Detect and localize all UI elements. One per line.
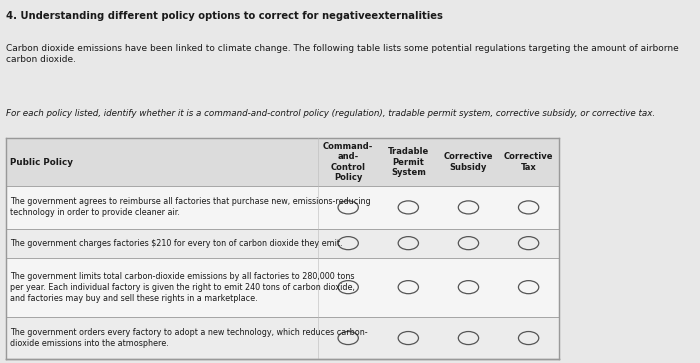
Text: Corrective
Tax: Corrective Tax [504,152,554,172]
Text: For each policy listed, identify whether it is a command-and-control policy (reg: For each policy listed, identify whether… [6,109,654,118]
Text: 4. Understanding different policy options to correct for negativeexternalities: 4. Understanding different policy option… [6,11,442,21]
Text: Carbon dioxide emissions have been linked to climate change. The following table: Carbon dioxide emissions have been linke… [6,44,678,64]
Text: The government charges factories $210 for every ton of carbon dioxide they emit.: The government charges factories $210 fo… [10,238,343,248]
Text: Corrective
Subsidy: Corrective Subsidy [444,152,494,172]
Text: The government orders every factory to adopt a new technology, which reduces car: The government orders every factory to a… [10,328,368,348]
Text: Public Policy: Public Policy [10,158,74,167]
Text: Command-
and-
Control
Policy: Command- and- Control Policy [323,142,373,182]
Bar [6,229,559,258]
Text: The government limits total carbon-dioxide emissions by all factories to 280,000: The government limits total carbon-dioxi… [10,272,355,303]
Text: The government agrees to reimburse all factories that purchase new, emissions-re: The government agrees to reimburse all f… [10,197,371,217]
Text: Tradable
Permit
System: Tradable Permit System [388,147,429,177]
